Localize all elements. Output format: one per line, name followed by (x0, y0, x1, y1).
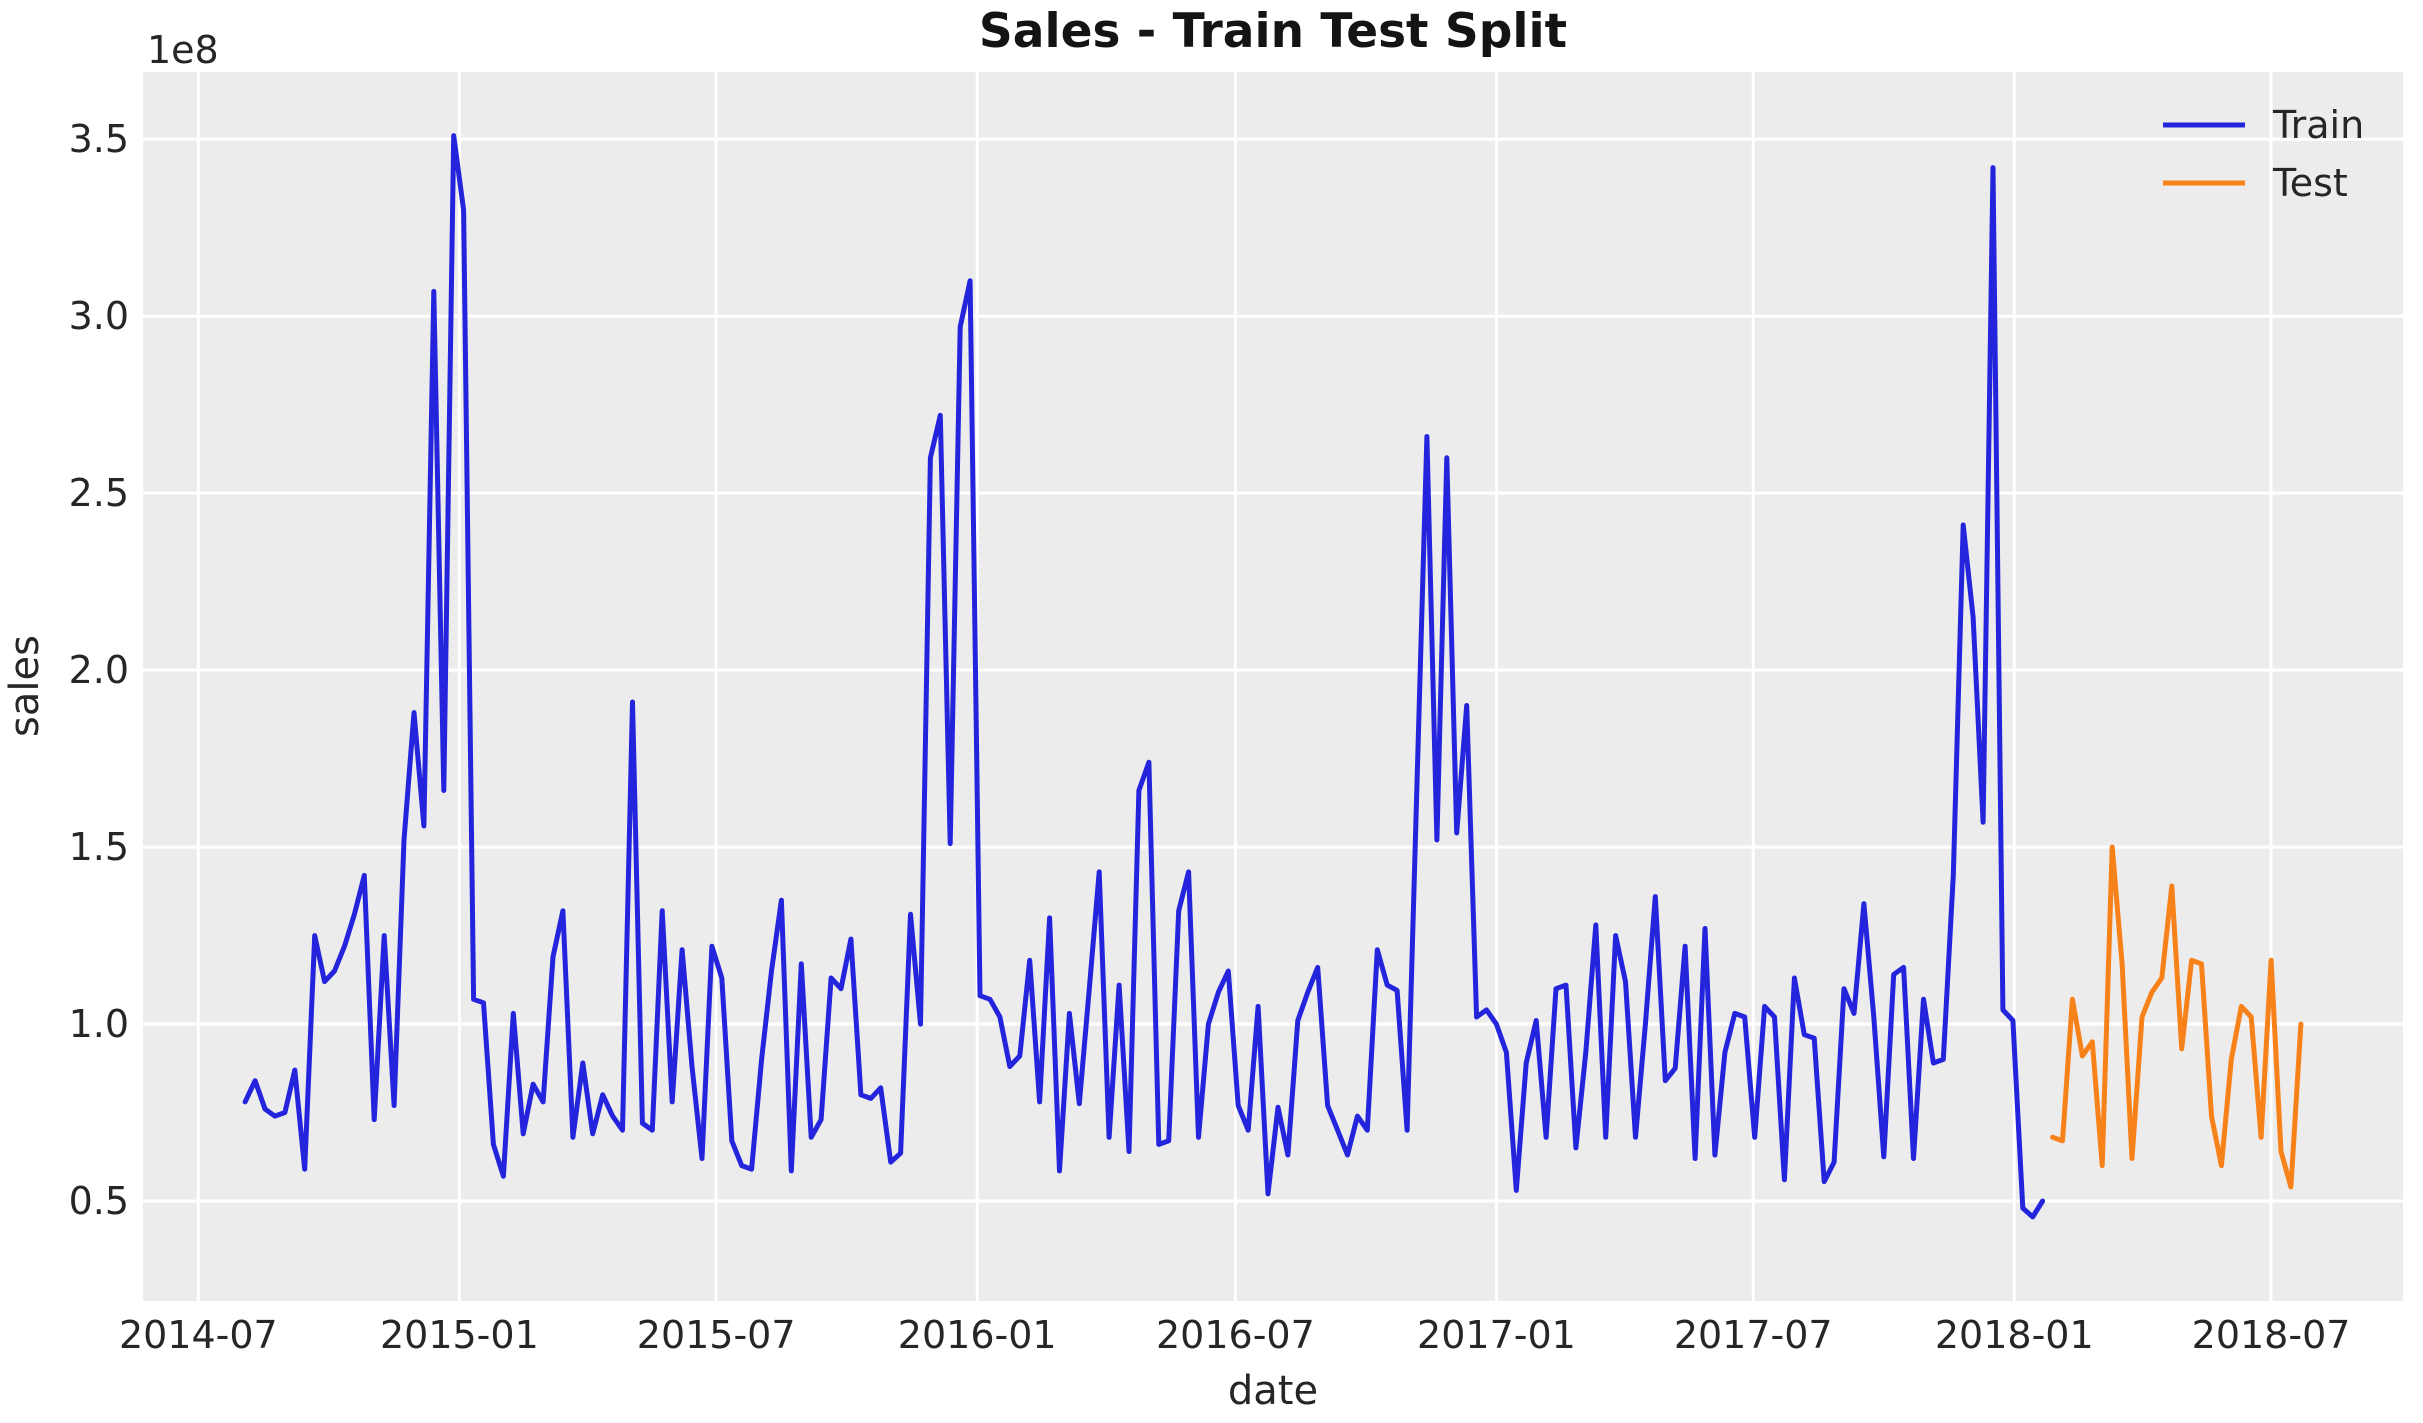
y-tick-label: 1.5 (69, 825, 129, 869)
y-tick-label: 0.5 (69, 1179, 129, 1223)
x-tick-label: 2015-01 (380, 1313, 539, 1357)
y-axis-offset-text: 1e8 (147, 28, 219, 72)
x-tick-label: 2018-07 (2192, 1313, 2351, 1357)
legend-train-label: Train (2272, 103, 2364, 147)
train-series-line (242, 133, 2046, 1220)
y-axis-label: sales (2, 635, 48, 737)
data-series (242, 133, 2304, 1220)
legend-item-train: Train (2163, 103, 2364, 147)
x-tick-label: 2016-01 (898, 1313, 1057, 1357)
legend: Train Test (2163, 103, 2364, 205)
x-tick-label: 2017-07 (1674, 1313, 1833, 1357)
y-tick-label: 3.5 (69, 117, 129, 161)
x-tick-labels: 2014-07 2015-01 2015-07 2016-01 2016-07 2017-… (119, 1313, 2351, 1357)
x-axis-label: date (1228, 1368, 1318, 1414)
legend-test-label: Test (2272, 161, 2348, 205)
y-tick-labels: 0.5 1.0 1.5 2.0 2.5 3.0 3.5 (69, 117, 129, 1223)
x-tick-label: 2015-07 (637, 1313, 796, 1357)
y-tick-label: 1.0 (69, 1002, 129, 1046)
y-tick-label: 2.5 (69, 471, 129, 515)
x-tick-label: 2017-01 (1417, 1313, 1576, 1357)
y-tick-label: 2.0 (69, 648, 129, 692)
chart-title: Sales - Train Test Split (979, 4, 1567, 59)
test-series-line (2050, 844, 2304, 1190)
legend-item-test: Test (2163, 161, 2348, 205)
y-tick-label: 3.0 (69, 294, 129, 338)
x-tick-label: 2018-01 (1935, 1313, 2094, 1357)
x-tick-label: 2016-07 (1156, 1313, 1315, 1357)
x-tick-label: 2014-07 (119, 1313, 278, 1357)
